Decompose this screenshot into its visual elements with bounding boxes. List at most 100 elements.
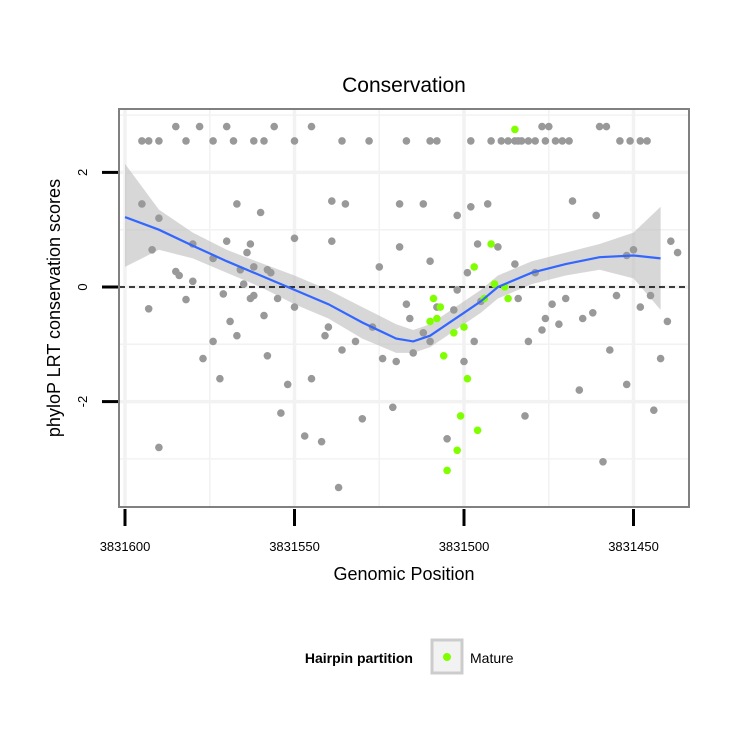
point-other: [148, 246, 156, 254]
point-other: [538, 122, 546, 131]
point-other: [636, 137, 645, 145]
point-other: [402, 300, 411, 309]
point-mature: [460, 323, 468, 331]
point-mature: [436, 303, 445, 311]
point-other: [467, 203, 475, 211]
point-other: [460, 357, 468, 366]
point-other: [290, 137, 299, 145]
point-other: [409, 349, 418, 357]
x-tick-label: 3831500: [439, 539, 490, 554]
point-other: [250, 263, 258, 271]
point-other: [317, 437, 326, 446]
point-other: [419, 200, 428, 208]
point-other: [524, 337, 533, 346]
y-axis-title: phyloP LRT conservation scores: [44, 179, 64, 437]
point-other: [321, 331, 329, 340]
point-other: [365, 137, 373, 145]
point-other: [402, 137, 411, 145]
point-other: [307, 374, 316, 383]
point-other: [283, 380, 292, 389]
point-other: [395, 200, 404, 208]
y-tick-label: -2: [75, 396, 90, 408]
point-other: [656, 354, 665, 363]
point-other: [467, 137, 475, 145]
point-other: [626, 137, 634, 145]
point-other: [260, 137, 268, 145]
plot-panel: [118, 108, 690, 508]
point-other: [300, 432, 309, 440]
point-mature: [511, 125, 519, 134]
point-other: [195, 122, 204, 131]
point-other: [209, 137, 217, 145]
point-other: [450, 306, 458, 314]
point-other: [406, 314, 414, 323]
point-other: [646, 291, 655, 300]
point-other: [138, 137, 146, 145]
point-other: [328, 197, 336, 205]
point-other: [551, 137, 560, 145]
point-other: [558, 137, 567, 145]
point-other: [199, 354, 207, 363]
point-other: [511, 260, 519, 268]
legend: Hairpin partition Mature: [305, 638, 514, 675]
point-other: [545, 122, 553, 131]
point-other: [246, 240, 255, 248]
point-other: [599, 458, 607, 466]
point-other: [260, 311, 268, 320]
point-other: [589, 309, 597, 317]
point-mature: [490, 280, 499, 288]
point-mature: [504, 294, 512, 303]
point-other: [521, 412, 529, 420]
point-other: [182, 137, 190, 145]
point-other: [453, 211, 462, 220]
point-other: [602, 122, 611, 131]
point-other: [433, 137, 441, 145]
point-other: [138, 200, 146, 208]
x-tick-label: 3831600: [100, 539, 151, 554]
x-tick-label: 3831550: [269, 539, 320, 554]
point-other: [673, 248, 682, 257]
point-other: [504, 137, 512, 145]
point-other: [334, 483, 343, 492]
point-other: [378, 354, 387, 363]
point-mature: [470, 263, 479, 271]
y-tick-label: 2: [75, 169, 90, 176]
point-other: [216, 374, 224, 383]
point-other: [575, 386, 584, 394]
point-other: [667, 237, 675, 245]
legend-key-box: [430, 638, 464, 675]
point-other: [494, 243, 502, 251]
point-other: [175, 271, 183, 280]
point-other: [592, 211, 600, 220]
legend-label-mature: Mature: [470, 650, 514, 666]
point-other: [595, 122, 604, 131]
legend-title: Hairpin partition: [305, 650, 413, 666]
point-other: [395, 243, 404, 251]
point-other: [233, 200, 241, 208]
point-mature: [487, 240, 495, 248]
point-other: [338, 137, 346, 145]
point-other: [155, 214, 163, 222]
point-other: [307, 122, 316, 131]
point-mature: [439, 352, 448, 360]
point-other: [144, 137, 153, 145]
point-other: [182, 295, 190, 304]
point-other: [629, 246, 638, 254]
point-other: [270, 122, 279, 131]
point-other: [650, 406, 658, 415]
point-mature: [473, 426, 482, 435]
point-other: [341, 200, 350, 208]
point-other: [514, 294, 522, 303]
point-other: [473, 240, 482, 248]
point-other: [263, 352, 272, 360]
legend-key-mature: [443, 653, 451, 661]
point-other: [358, 415, 367, 423]
point-other: [555, 320, 563, 329]
chart-title: Conservation: [342, 74, 466, 97]
point-other: [541, 314, 550, 323]
point-other: [622, 380, 631, 389]
point-other: [565, 137, 573, 145]
point-other: [389, 403, 397, 412]
point-other: [375, 263, 384, 271]
point-other: [189, 277, 197, 286]
